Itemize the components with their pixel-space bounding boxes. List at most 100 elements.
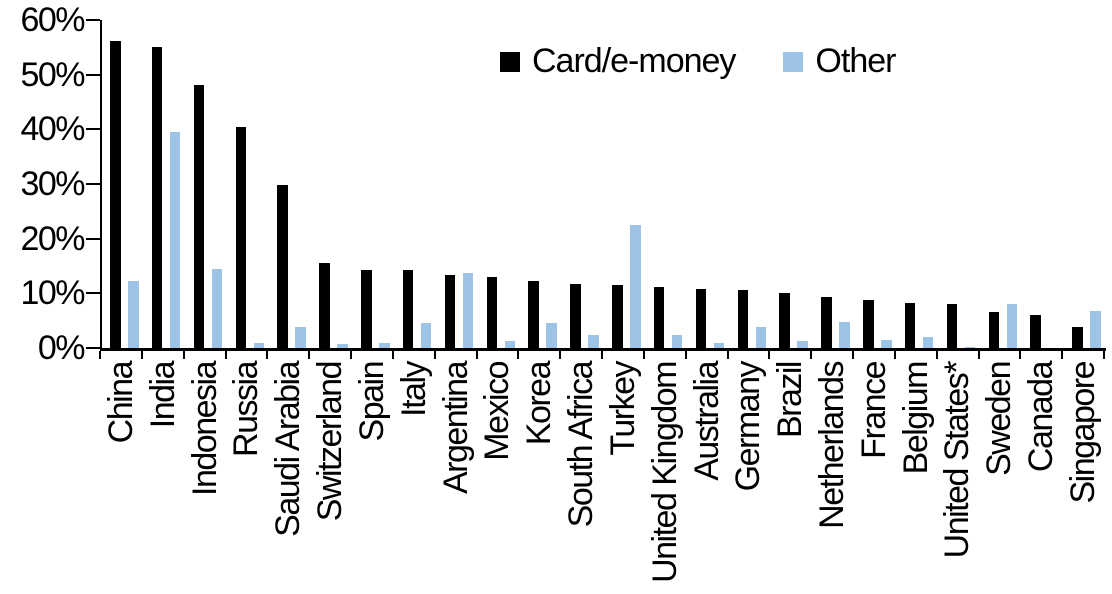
- y-axis-tick-label: 30%: [20, 165, 85, 203]
- legend-swatch-card-e-money-icon: [500, 51, 520, 72]
- x-axis-tick: [977, 351, 980, 359]
- x-axis-tick: [935, 351, 938, 359]
- x-axis-label-cell: Sweden: [978, 362, 1020, 594]
- x-axis-label: China: [101, 362, 140, 444]
- legend-item-other: Other: [783, 42, 896, 81]
- bar-other: [295, 327, 306, 348]
- x-axis-tick: [266, 351, 269, 359]
- x-axis-label: France: [854, 362, 893, 459]
- x-axis-labels: China India Indonesia Russia Saudi Arabia Swi…: [100, 362, 1104, 594]
- bar-other: [713, 342, 725, 348]
- bar-card-e-money: [319, 262, 330, 348]
- bar-other: [253, 342, 264, 348]
- x-axis-tick: [308, 351, 311, 359]
- bar-card-e-money: [277, 185, 288, 348]
- bar-other: [588, 334, 599, 348]
- bar-other: [630, 225, 641, 348]
- x-axis-label: United States*: [938, 362, 977, 559]
- x-axis-label-cell: Saudi Arabia: [267, 362, 309, 594]
- x-axis-label-cell: Canada: [1020, 362, 1062, 594]
- x-axis-tick: [893, 351, 896, 359]
- x-axis-label-cell: South Africa: [560, 362, 602, 594]
- legend-label-other: Other: [815, 42, 896, 80]
- x-axis-label: Argentina: [436, 362, 475, 495]
- y-axis-tick-label: 50%: [20, 55, 85, 94]
- bar-other: [1090, 311, 1101, 348]
- x-axis-label-cell: Australia: [686, 362, 728, 594]
- bar-card-e-money: [235, 127, 246, 348]
- bar-other: [671, 335, 683, 348]
- y-axis-tick: [86, 347, 100, 349]
- x-axis-label-cell: United States*: [937, 362, 979, 594]
- bar-card-e-money: [361, 269, 372, 348]
- x-axis-tick: [1103, 351, 1105, 359]
- bar-other: [504, 340, 515, 348]
- bar-card-e-money: [988, 311, 999, 348]
- bar-card-e-money: [653, 287, 665, 348]
- bar-other: [797, 341, 808, 348]
- legend-item-card-e-money: Card/e-money: [500, 42, 736, 81]
- bar-card-e-money: [486, 277, 497, 348]
- x-axis-label: India: [143, 362, 182, 429]
- x-axis-tick: [391, 351, 394, 359]
- bar-card-e-money: [737, 290, 748, 348]
- bar-card-e-money: [1030, 315, 1041, 348]
- x-axis-label-cell: Turkey: [602, 362, 644, 594]
- y-axis-tick-label: 40%: [20, 110, 85, 149]
- x-axis-tick: [517, 351, 520, 359]
- x-axis-label-cell: Switzerland: [309, 362, 351, 594]
- x-axis-label-cell: Singapore: [1062, 362, 1104, 594]
- x-axis-tick: [99, 351, 101, 359]
- x-axis-label: Germany: [729, 362, 768, 492]
- x-axis-tick: [224, 351, 227, 359]
- x-axis-tick: [433, 351, 436, 359]
- x-axis-tick: [601, 351, 603, 359]
- x-axis-label-cell: Netherlands: [811, 362, 853, 594]
- bar-other: [964, 346, 976, 348]
- x-axis-label-cell: Russia: [225, 362, 267, 594]
- bar-other: [211, 268, 223, 348]
- x-axis-label: Turkey: [603, 362, 642, 456]
- x-axis-label: Brazil: [771, 362, 810, 439]
- bar-card-e-money: [779, 293, 790, 348]
- legend-swatch-other-icon: [783, 51, 804, 72]
- x-axis-label-cell: France: [853, 362, 895, 594]
- bar-card-e-money: [110, 40, 121, 348]
- x-axis-label: Belgium: [896, 362, 935, 475]
- x-axis-label-cell: Brazil: [769, 362, 811, 594]
- bar-other: [337, 343, 348, 348]
- y-axis-tick: [86, 128, 100, 131]
- x-axis-label: Netherlands: [812, 362, 851, 529]
- x-axis-label: Saudi Arabia: [269, 362, 308, 537]
- bar-card-e-money: [570, 283, 581, 348]
- x-axis-tick: [475, 351, 478, 359]
- bar-other: [128, 280, 139, 348]
- bar-card-e-money: [821, 297, 832, 348]
- y-axis-tick-label: 20%: [20, 219, 85, 258]
- x-axis-label: South Africa: [562, 362, 601, 528]
- x-axis-label: Singapore: [1063, 362, 1102, 504]
- y-axis-tick: [86, 292, 100, 295]
- bar-other: [839, 321, 850, 348]
- x-axis-label: Canada: [1022, 362, 1061, 473]
- x-axis-label-cell: Argentina: [435, 362, 477, 594]
- x-axis-tick: [684, 351, 687, 359]
- y-axis-tick: [86, 183, 100, 185]
- x-axis-label: Italy: [394, 362, 433, 417]
- y-axis-tick: [86, 73, 100, 76]
- x-axis-label: Sweden: [980, 362, 1019, 476]
- bar-other: [881, 339, 892, 348]
- bar-other: [169, 131, 181, 348]
- bar-card-e-money: [1072, 326, 1083, 348]
- x-axis-tick: [852, 351, 854, 359]
- x-axis-tick: [1019, 351, 1022, 359]
- y-axis-tick: [86, 237, 100, 240]
- bar-other: [462, 272, 474, 348]
- x-axis-tick: [642, 351, 645, 359]
- bar-other: [922, 337, 934, 348]
- x-axis-tick: [810, 351, 813, 359]
- x-axis-label-cell: India: [142, 362, 184, 594]
- bar-card-e-money: [863, 300, 874, 348]
- bar-card-e-money: [193, 84, 205, 348]
